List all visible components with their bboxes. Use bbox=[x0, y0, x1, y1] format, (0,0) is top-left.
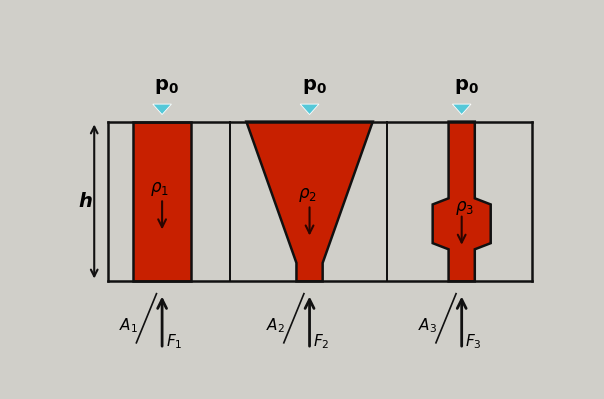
Text: $A_3$: $A_3$ bbox=[419, 316, 437, 335]
Text: $\mathbf{p_0}$: $\mathbf{p_0}$ bbox=[454, 77, 479, 95]
Polygon shape bbox=[133, 122, 191, 281]
Text: h: h bbox=[79, 192, 93, 211]
Text: $\rho_3$: $\rho_3$ bbox=[454, 199, 474, 217]
Text: $\mathbf{p_0}$: $\mathbf{p_0}$ bbox=[302, 77, 327, 95]
Polygon shape bbox=[452, 104, 471, 115]
Polygon shape bbox=[153, 104, 172, 115]
Polygon shape bbox=[246, 122, 373, 281]
Polygon shape bbox=[300, 104, 319, 115]
Text: $\mathbf{p_0}$: $\mathbf{p_0}$ bbox=[155, 77, 179, 95]
Text: $\rho_1$: $\rho_1$ bbox=[150, 180, 169, 198]
Text: $\rho_2$: $\rho_2$ bbox=[298, 186, 316, 204]
Polygon shape bbox=[432, 122, 490, 281]
Text: $A_2$: $A_2$ bbox=[266, 316, 285, 335]
Text: $F_3$: $F_3$ bbox=[465, 332, 482, 351]
Text: $F_1$: $F_1$ bbox=[165, 332, 182, 351]
Text: $F_2$: $F_2$ bbox=[313, 332, 329, 351]
Text: $A_1$: $A_1$ bbox=[119, 316, 138, 335]
